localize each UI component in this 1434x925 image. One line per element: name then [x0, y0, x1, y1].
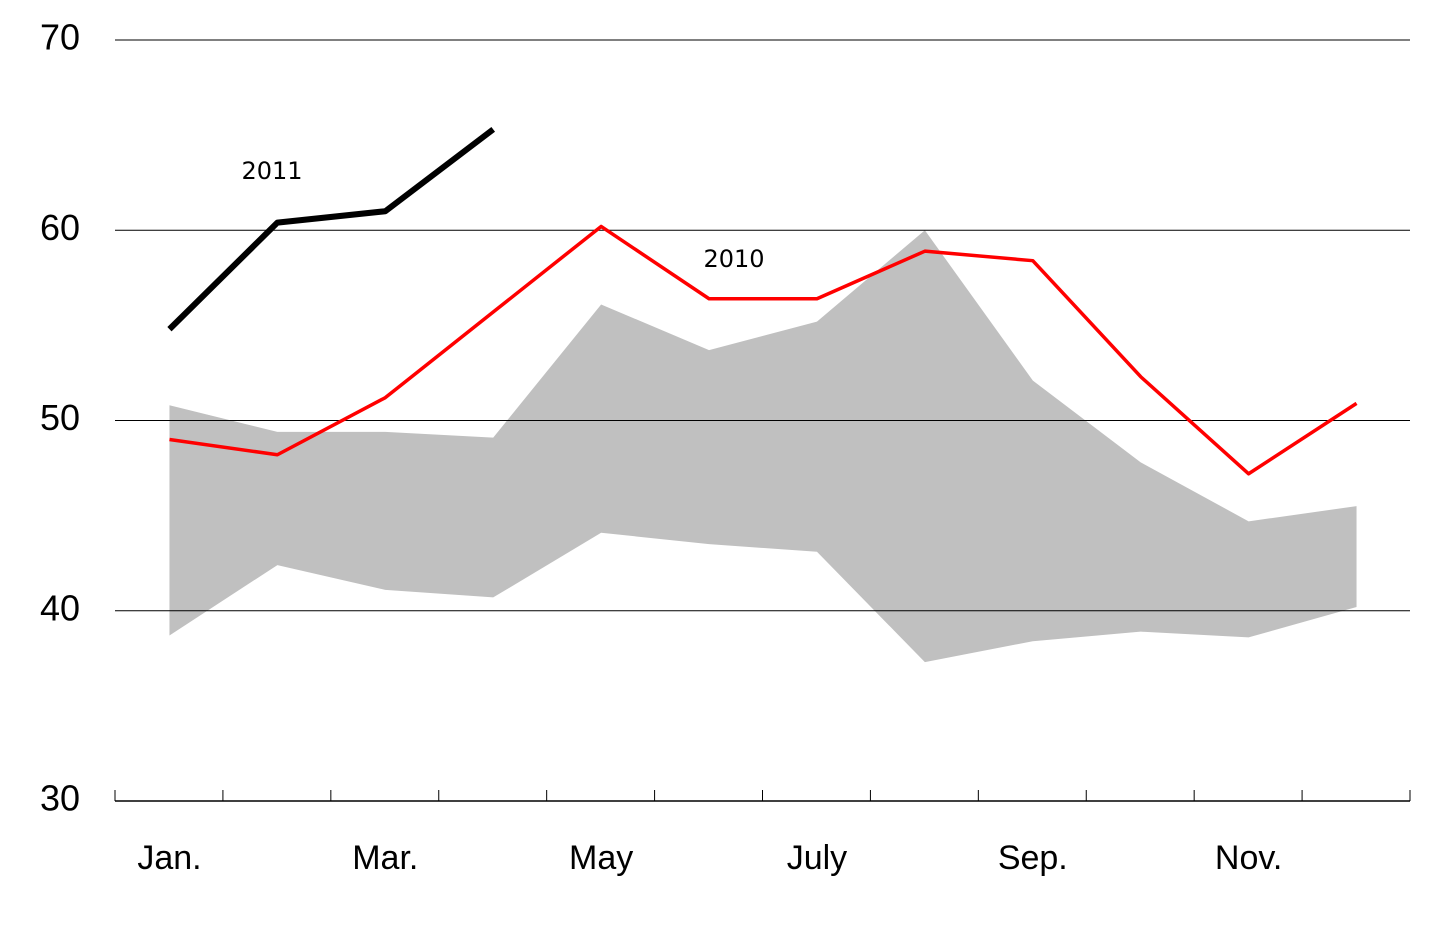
range-band — [169, 230, 1357, 663]
series-line — [167, 127, 496, 332]
x-tick-label: Mar. — [352, 839, 418, 877]
y-tick-label: 40 — [40, 587, 80, 628]
x-tick-label: July — [787, 839, 847, 877]
x-tick-label: Sep. — [998, 839, 1068, 877]
x-tick-label: Jan. — [137, 839, 201, 877]
y-tick-label: 30 — [40, 778, 80, 819]
y-tick-label: 70 — [40, 17, 80, 58]
y-tick-label: 50 — [40, 397, 80, 438]
series-label: 2011 — [241, 157, 302, 185]
x-tick-label: Nov. — [1215, 839, 1282, 877]
series-line — [169, 224, 1358, 476]
y-tick-label: 60 — [40, 207, 80, 248]
series-label: 2010 — [703, 245, 764, 273]
x-tick-label: May — [569, 839, 633, 877]
